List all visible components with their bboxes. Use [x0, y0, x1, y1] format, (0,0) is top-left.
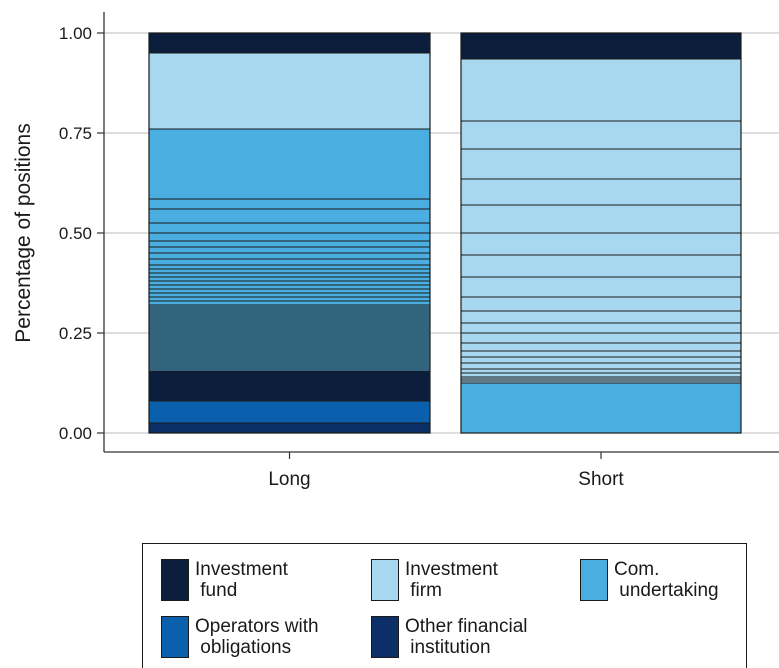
legend-item: Operators with obligations	[161, 616, 319, 658]
chart-svg: 0.00 0.25 0.50 0.75 1.00 Long Short Percentage…	[12, 12, 779, 490]
y-tick-label: 0.50	[59, 224, 92, 243]
y-tick-label: 0.75	[59, 124, 92, 143]
axes: 0.00 0.25 0.50 0.75 1.00 Long Short	[59, 12, 779, 490]
legend-label: Com. undertaking	[614, 559, 719, 601]
legend-label: Other financial institution	[405, 616, 528, 658]
legend-swatch	[371, 616, 399, 658]
legend: Investment fund Investment firm Com. under…	[142, 543, 747, 668]
bar-segment-short	[461, 383, 741, 433]
legend-swatch	[371, 559, 399, 601]
legend-swatch	[161, 616, 189, 658]
y-tick-label: 1.00	[59, 24, 92, 43]
bar-outline	[460, 32, 742, 434]
bar-segment-short	[461, 33, 741, 59]
bar-segment-short	[461, 59, 741, 383]
bar-outline	[148, 32, 431, 434]
legend-label: Investment firm	[405, 559, 498, 601]
bar-segment-long	[149, 53, 430, 129]
x-tick-label: Long	[268, 469, 310, 490]
bar-segment-long	[149, 371, 430, 401]
x-tick-label: Short	[578, 469, 624, 490]
bar-segment-long	[149, 423, 430, 433]
legend-swatch	[161, 559, 189, 601]
legend-label: Operators with obligations	[195, 616, 319, 658]
y-tick-label: 0.00	[59, 424, 92, 443]
legend-label: Investment fund	[195, 559, 288, 601]
legend-item: Investment fund	[161, 559, 288, 601]
bar-segment-long	[149, 401, 430, 423]
y-tick-label: 0.25	[59, 324, 92, 343]
legend-item: Other financial institution	[371, 616, 528, 658]
bars	[148, 32, 742, 434]
legend-item: Investment firm	[371, 559, 498, 601]
bar-segment-long	[149, 33, 430, 53]
legend-swatch	[580, 559, 608, 601]
legend-item: Com. undertaking	[580, 559, 719, 601]
y-axis-label: Percentage of positions	[12, 123, 35, 342]
